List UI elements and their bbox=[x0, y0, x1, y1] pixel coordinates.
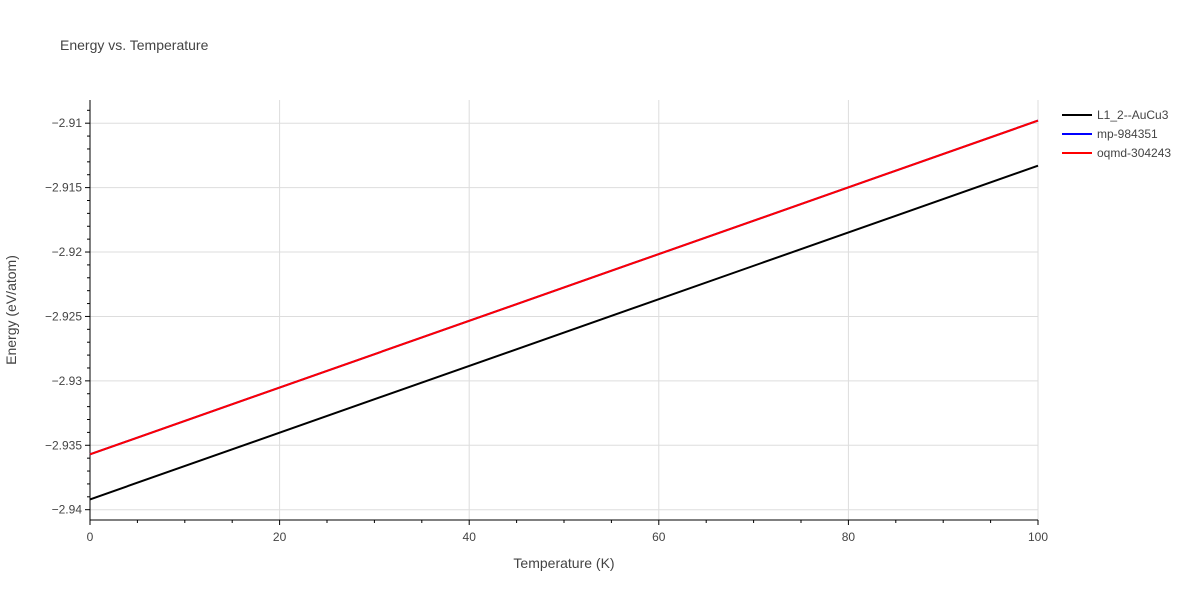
y-tick-label: −2.91 bbox=[52, 116, 83, 130]
legend[interactable]: L1_2--AuCu3 mp-984351 oqmd-304243 bbox=[1062, 108, 1171, 160]
series-lines[interactable] bbox=[89, 119, 1039, 501]
y-axis-title: Energy (eV/atom) bbox=[3, 255, 19, 365]
y-tick-label: −2.94 bbox=[52, 503, 83, 517]
series-line-l1-2-aucu3[interactable] bbox=[89, 164, 1039, 501]
y-tick-label: −2.925 bbox=[45, 309, 82, 323]
x-tick-label: 80 bbox=[842, 530, 856, 544]
x-tick-label: 100 bbox=[1028, 530, 1048, 544]
y-tick-label: −2.92 bbox=[52, 245, 83, 259]
x-tick-label: 20 bbox=[273, 530, 287, 544]
x-tick-label: 0 bbox=[87, 530, 94, 544]
y-tick-label: −2.93 bbox=[52, 374, 83, 388]
x-tick-label: 40 bbox=[463, 530, 477, 544]
axes: 0 20 40 60 80 100 −2.94 −2.935 −2.93 −2.925 −2.92 −… bbox=[45, 100, 1048, 544]
x-tick-label: 60 bbox=[652, 530, 666, 544]
legend-label-mp-984351[interactable]: mp-984351 bbox=[1097, 127, 1158, 141]
y-tick-label: −2.935 bbox=[45, 438, 82, 452]
series-line-oqmd-304243[interactable] bbox=[89, 119, 1039, 456]
x-axis-title: Temperature (K) bbox=[513, 555, 614, 571]
grid-lines bbox=[90, 100, 1039, 520]
chart-title: Energy vs. Temperature bbox=[60, 37, 209, 53]
legend-label-oqmd-304243[interactable]: oqmd-304243 bbox=[1097, 146, 1171, 160]
legend-label-l1-2-aucu3[interactable]: L1_2--AuCu3 bbox=[1097, 108, 1169, 122]
y-tick-label: −2.915 bbox=[45, 181, 82, 195]
